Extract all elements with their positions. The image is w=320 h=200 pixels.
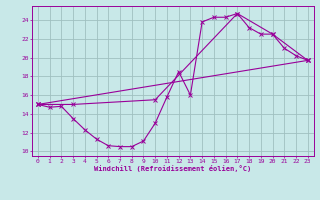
- X-axis label: Windchill (Refroidissement éolien,°C): Windchill (Refroidissement éolien,°C): [94, 165, 252, 172]
